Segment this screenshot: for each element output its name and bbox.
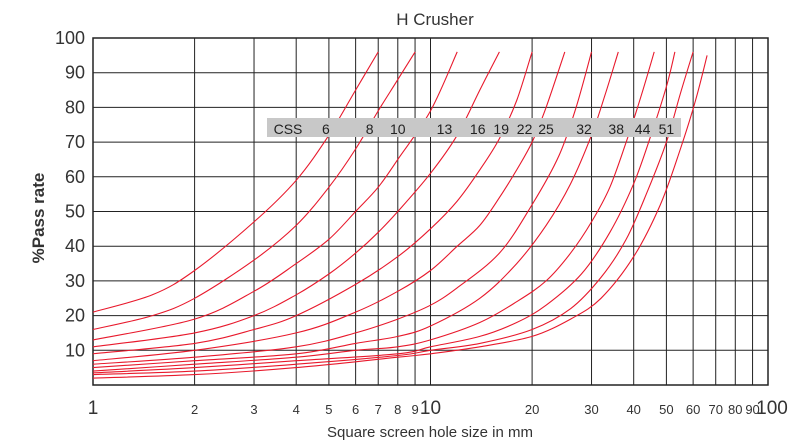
x-tick-label: 40 bbox=[626, 402, 640, 417]
curve-css-8 bbox=[92, 51, 416, 331]
x-tick-label: 80 bbox=[728, 402, 742, 417]
curve-css-6 bbox=[92, 51, 379, 313]
x-tick-label: 7 bbox=[375, 402, 382, 417]
y-tick-label: 60 bbox=[65, 167, 85, 187]
x-tick-label: 8 bbox=[394, 402, 401, 417]
css-legend-value: 6 bbox=[322, 121, 330, 137]
x-tick-label: 70 bbox=[708, 402, 722, 417]
y-tick-label: 30 bbox=[65, 271, 85, 291]
y-tick-label: 100 bbox=[55, 28, 85, 48]
y-tick-label: 70 bbox=[65, 132, 85, 152]
x-axis-label: Square screen hole size in mm bbox=[327, 424, 533, 441]
css-legend-value: 51 bbox=[659, 121, 675, 137]
plot-area bbox=[92, 37, 769, 386]
y-tick-labels: 10 20 30 40 50 60 70 80 90 100 bbox=[55, 28, 85, 360]
curve-css-16 bbox=[92, 51, 533, 355]
x-tick-label: 3 bbox=[250, 402, 257, 417]
y-tick-label: 40 bbox=[65, 236, 85, 256]
curve-css-19 bbox=[92, 51, 566, 362]
css-legend-label: CSS bbox=[274, 121, 303, 137]
x-tick-label: 4 bbox=[293, 402, 300, 417]
css-legend-value: 19 bbox=[493, 121, 509, 137]
y-tick-label: 90 bbox=[65, 63, 85, 83]
x-tick-label: 6 bbox=[352, 402, 359, 417]
css-legend: CSS 6 8 10 13 16 19 22 25 32 38 44 51 bbox=[267, 118, 681, 137]
x-tick-label: 90 bbox=[745, 402, 759, 417]
x-tick-label: 100 bbox=[756, 398, 788, 419]
css-legend-value: 16 bbox=[470, 121, 486, 137]
y-axis-label: %Pass rate bbox=[29, 173, 48, 264]
y-tick-label: 50 bbox=[65, 202, 85, 222]
css-legend-value: 22 bbox=[517, 121, 533, 137]
css-legend-band bbox=[267, 118, 681, 137]
css-legend-value: 13 bbox=[437, 121, 453, 137]
curve-css-22 bbox=[92, 51, 593, 365]
curve-css-38 bbox=[92, 51, 676, 374]
x-tick-label: 60 bbox=[686, 402, 700, 417]
curve-css-32 bbox=[92, 51, 655, 372]
x-tick-label: 5 bbox=[325, 402, 332, 417]
css-legend-value: 44 bbox=[635, 121, 651, 137]
x-tick-label: 50 bbox=[659, 402, 673, 417]
css-legend-value: 32 bbox=[576, 121, 592, 137]
x-tick-label: 9 bbox=[411, 402, 418, 417]
x-tick-label: 20 bbox=[525, 402, 539, 417]
css-legend-value: 25 bbox=[538, 121, 554, 137]
chart-title: H Crusher bbox=[396, 10, 474, 29]
y-tick-label: 10 bbox=[65, 340, 85, 360]
y-tick-label: 80 bbox=[65, 97, 85, 117]
curve-css-51 bbox=[92, 55, 708, 379]
css-legend-value: 10 bbox=[390, 121, 406, 137]
css-legend-value: 38 bbox=[608, 121, 624, 137]
curve-css-44 bbox=[92, 51, 694, 376]
x-tick-label: 10 bbox=[420, 398, 441, 419]
y-tick-label: 20 bbox=[65, 306, 85, 326]
css-legend-value: 8 bbox=[366, 121, 374, 137]
x-tick-label: 1 bbox=[88, 398, 99, 419]
x-tick-label: 30 bbox=[584, 402, 598, 417]
x-tick-label: 2 bbox=[191, 402, 198, 417]
curve-group bbox=[92, 51, 708, 379]
